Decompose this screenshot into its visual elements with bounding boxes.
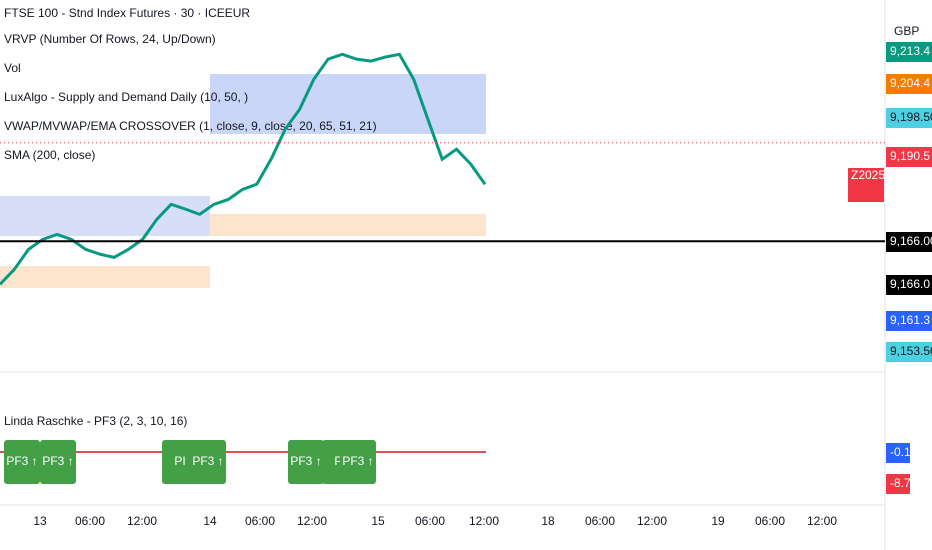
price-label-bg — [886, 147, 932, 167]
x-tick-label: 12:00 — [807, 514, 837, 528]
signal-box — [190, 440, 226, 484]
value-label-bg — [886, 474, 910, 494]
indicator-label: VRVP (Number Of Rows, 24, Up/Down) — [4, 32, 216, 46]
currency: GBP — [894, 24, 919, 38]
price-label: 9,166.00 — [890, 234, 932, 248]
countdown-contract: Z2025 — [851, 168, 885, 182]
x-tick-label: 06:00 — [585, 514, 615, 528]
x-tick-label: 12:00 — [469, 514, 499, 528]
pane-title: Linda Raschke - PF3 (2, 3, 10, 16) — [4, 414, 187, 428]
x-tick-label: 06:00 — [415, 514, 445, 528]
countdown-time: 10:49 — [894, 176, 924, 190]
price-label: 9,204.4 — [890, 76, 930, 90]
price-label: 9,198.50 — [890, 110, 932, 124]
signal-label: PI — [174, 454, 185, 468]
price-label-bg — [886, 108, 932, 128]
signal-box — [288, 440, 324, 484]
price-label: 9,190.5 — [890, 149, 930, 163]
demand-zone — [210, 214, 486, 236]
supply-zone — [210, 74, 486, 134]
signal-label: PF3 ↑ — [192, 454, 223, 468]
x-tick-label: 19 — [711, 514, 725, 528]
x-tick-label: 18 — [541, 514, 555, 528]
price-label: 9,153.50 — [890, 344, 932, 358]
price-label-bg — [886, 232, 932, 252]
signal-box — [4, 440, 40, 484]
signal-box — [162, 440, 198, 484]
countdown-bg — [848, 168, 884, 202]
x-tick-label: 12:00 — [127, 514, 157, 528]
signal-label: PF3 ↑ — [42, 454, 73, 468]
price-label-bg — [886, 311, 932, 331]
value-label: -8.7 — [890, 476, 911, 490]
x-tick-label: 06:00 — [755, 514, 785, 528]
price-label: 9,213.4 — [890, 44, 930, 58]
x-tick-label: 15 — [371, 514, 385, 528]
indicator-label: LuxAlgo - Supply and Demand Daily (10, 5… — [4, 90, 248, 104]
indicator-label: Vol — [4, 61, 21, 75]
signal-label: PF3 ↑ — [6, 454, 37, 468]
x-tick-label: 06:00 — [75, 514, 105, 528]
price-label-bg — [886, 275, 932, 295]
price-label-bg — [886, 42, 932, 62]
demand-zone — [0, 266, 210, 288]
symbol-title: FTSE 100 - Stnd Index Futures · 30 · ICE… — [4, 6, 250, 20]
indicator-label: VWAP/MVWAP/EMA CROSSOVER (1, close, 9, c… — [4, 119, 377, 133]
signal-label: PF3 ↑ — [290, 454, 321, 468]
x-tick-label: 12:00 — [637, 514, 667, 528]
indicator-label: SMA (200, close) — [4, 148, 95, 162]
value-label-bg — [886, 443, 910, 463]
x-tick-label: 14 — [203, 514, 217, 528]
supply-zone — [0, 196, 210, 236]
x-tick-label: 13 — [33, 514, 47, 528]
price-label: 9,161.3 — [890, 313, 930, 327]
value-label: -0.1 — [890, 445, 911, 459]
x-tick-label: 12:00 — [297, 514, 327, 528]
price-line — [0, 52, 487, 286]
price-label-bg — [886, 342, 932, 362]
x-tick-label: 06:00 — [245, 514, 275, 528]
price-label-bg — [886, 74, 932, 94]
signal-box — [340, 440, 376, 484]
price-label: 9,166.0 — [890, 277, 930, 291]
signal-box — [40, 440, 76, 484]
signal-label: PF3 ↑ — [342, 454, 373, 468]
